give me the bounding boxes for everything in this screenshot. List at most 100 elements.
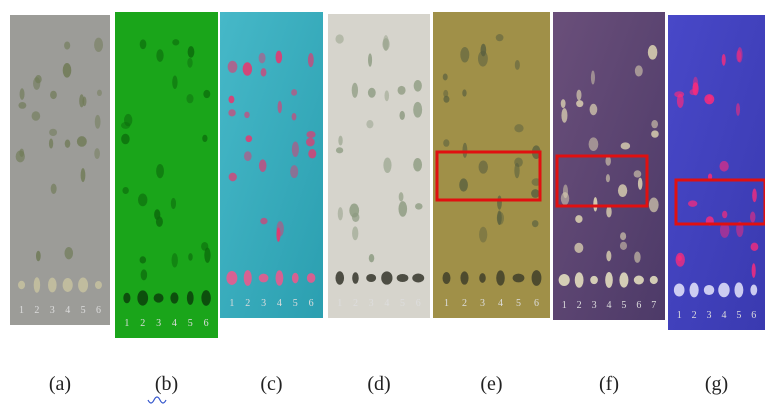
spot: [187, 46, 195, 58]
spot: [187, 57, 193, 68]
lane-number: 3: [50, 305, 55, 316]
spot: [351, 82, 359, 98]
lane-number: 6: [416, 298, 421, 309]
spot: [605, 174, 611, 183]
origin-spot: [496, 270, 505, 286]
spot: [260, 68, 267, 77]
spot: [575, 215, 583, 223]
spot: [384, 90, 390, 102]
origin-spot: [243, 270, 252, 286]
lane-number: 5: [400, 298, 405, 309]
origin-spot: [275, 270, 284, 286]
lane-number: 6: [96, 305, 101, 316]
spot: [721, 53, 726, 66]
tlc-plate: [668, 15, 765, 330]
origin-spot: [258, 273, 269, 283]
lane-number: 2: [245, 298, 250, 309]
origin-spot: [226, 271, 238, 285]
spot: [477, 50, 488, 67]
spot: [79, 94, 85, 108]
origin-spot: [62, 278, 73, 292]
spot: [514, 59, 520, 70]
spot: [442, 73, 448, 81]
origin-spot: [306, 273, 316, 283]
spot: [462, 89, 467, 97]
panel-label: (a): [49, 373, 71, 395]
origin-spot: [352, 272, 359, 284]
spot: [64, 41, 71, 50]
origin-spot: [291, 272, 299, 284]
plates: [10, 12, 765, 338]
spot: [514, 124, 524, 133]
spot: [188, 253, 193, 261]
spot: [574, 242, 584, 253]
spot: [260, 217, 268, 225]
spot: [752, 188, 757, 203]
spot: [50, 90, 57, 100]
spot: [707, 173, 713, 180]
spot: [227, 60, 238, 73]
spot: [94, 114, 101, 129]
spot: [514, 162, 520, 179]
spot: [62, 63, 72, 78]
lane-number: 5: [81, 305, 86, 316]
spot: [290, 165, 299, 179]
spot: [31, 111, 41, 121]
spot: [242, 62, 253, 76]
origin-spot: [18, 280, 26, 290]
spot: [352, 226, 359, 241]
lane-number: 5: [736, 310, 741, 321]
spot: [382, 38, 390, 51]
origin-spot: [412, 273, 425, 283]
spot: [186, 94, 194, 104]
spot: [291, 112, 297, 121]
spot: [335, 34, 344, 44]
lane-number: 2: [353, 298, 358, 309]
spot: [308, 148, 317, 159]
spot: [35, 250, 41, 262]
spot: [291, 141, 299, 157]
squiggle: [147, 396, 167, 404]
spot: [154, 209, 161, 220]
lane-number: 4: [721, 310, 726, 321]
spot: [338, 135, 343, 146]
spot: [576, 100, 584, 108]
spot: [171, 253, 178, 268]
lane-number: 3: [369, 298, 374, 309]
spot: [18, 102, 27, 109]
spot: [479, 226, 488, 243]
spot: [497, 195, 502, 210]
origin-spot: [734, 282, 744, 298]
spot: [443, 139, 450, 147]
spot: [737, 47, 743, 63]
spot: [35, 75, 42, 84]
spot: [76, 136, 87, 147]
spot: [244, 111, 250, 119]
lane-number: 3: [261, 298, 266, 309]
spot: [634, 65, 643, 77]
lane-number: 3: [707, 310, 712, 321]
spot: [64, 246, 74, 260]
spot: [619, 241, 628, 250]
spot: [94, 37, 104, 53]
lane-number: 1: [562, 300, 567, 311]
spot: [19, 88, 25, 100]
spot: [202, 134, 208, 143]
spot: [497, 210, 502, 226]
spot: [589, 103, 598, 116]
spot: [337, 207, 343, 221]
spot: [478, 160, 488, 174]
spot: [719, 222, 730, 238]
highlight-box: [555, 154, 649, 208]
origin-spot: [574, 272, 584, 288]
origin-spot: [633, 275, 644, 285]
lane-number: 1: [444, 298, 449, 309]
spot: [139, 256, 147, 264]
origin-spot: [78, 277, 89, 293]
lane-number: 2: [462, 298, 467, 309]
origin-spot: [396, 273, 409, 283]
spot: [688, 200, 698, 207]
lane-number: 2: [577, 300, 582, 311]
spot: [606, 250, 612, 262]
